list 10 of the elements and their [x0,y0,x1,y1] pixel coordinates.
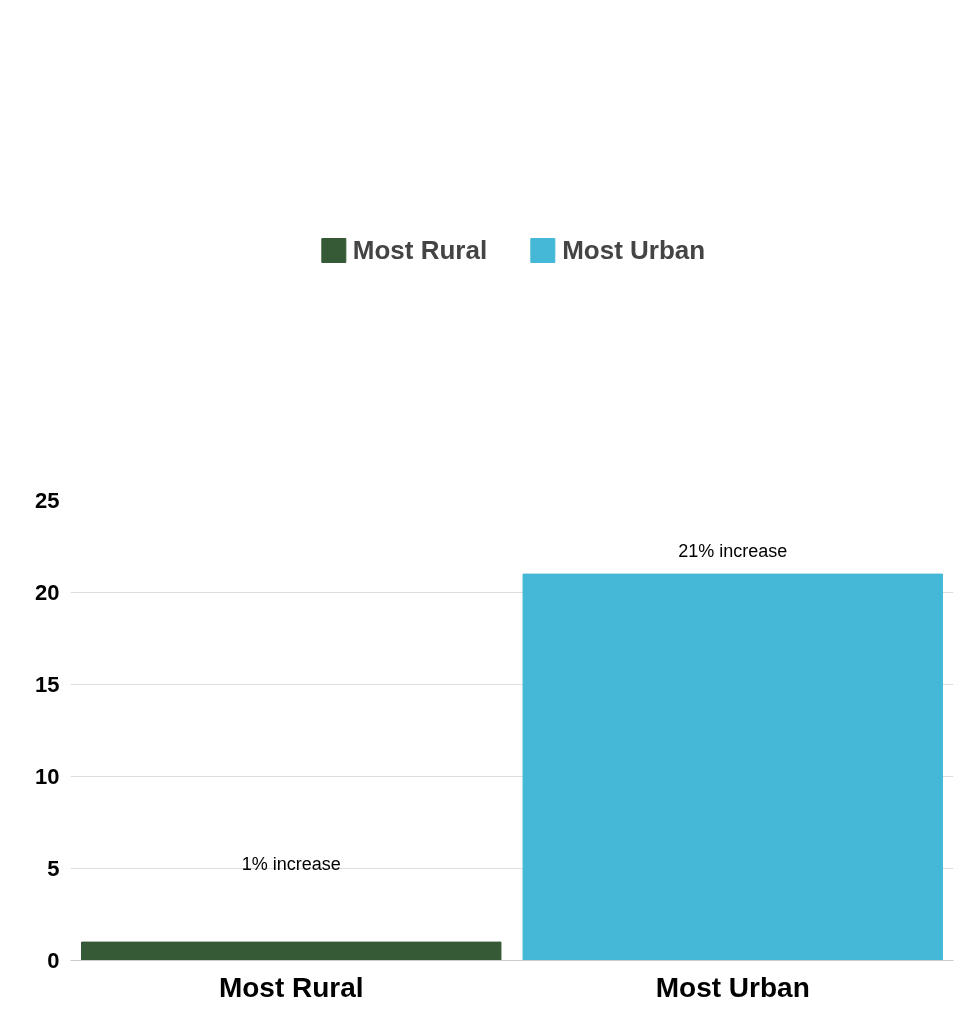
y-tick-label: 0 [47,948,60,973]
y-tick-label: 25 [35,488,60,513]
y-tick-label: 15 [35,672,60,697]
y-tick-label: 20 [35,580,60,605]
annotation: 1% increase [241,853,341,874]
legend-label: Most Rural [352,234,488,266]
annotation: 21% increase [678,541,788,562]
y-tick-label: 5 [47,856,60,881]
legend-label: Most Urban [562,234,706,266]
y-tick-label: 10 [35,764,60,789]
